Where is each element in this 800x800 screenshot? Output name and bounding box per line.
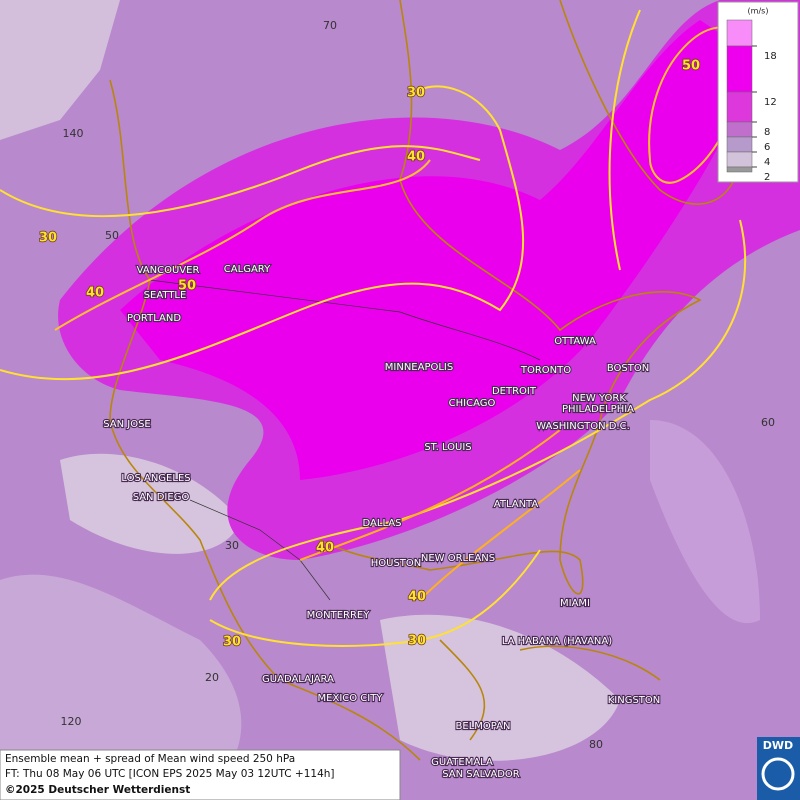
city-label: ST. LOUIS <box>424 442 471 453</box>
coastline <box>109 0 741 761</box>
contour-label: 30 <box>407 86 425 101</box>
light-area <box>0 574 242 800</box>
city-label: PORTLAND <box>127 313 181 324</box>
city-label: MIAMI <box>560 598 590 609</box>
grid-label: 60 <box>761 416 775 429</box>
city-label: LOS ANGELES <box>121 473 190 484</box>
city-label: CHICAGO <box>449 398 496 409</box>
grid-label: 50 <box>105 229 119 242</box>
legend-unit: (m/s) <box>748 7 769 16</box>
city-label: BELMOPAN <box>456 721 511 732</box>
border <box>149 279 541 601</box>
contour-label: 50 <box>682 59 700 74</box>
city-label: WASHINGTON D.C. <box>536 421 630 432</box>
contours <box>0 9 747 647</box>
grid-label: 140 <box>63 127 84 140</box>
city-label: MONTERREY <box>307 610 371 621</box>
city-label: NEW YORK <box>572 393 626 404</box>
footer-line: ©2025 Deutscher Wetterdienst <box>5 784 190 796</box>
city-label: VANCOUVER <box>137 265 200 276</box>
city-label: TORONTO <box>520 365 571 376</box>
contour-label: 50 <box>178 279 196 294</box>
city-label: MEXICO CITY <box>318 693 384 704</box>
logo-icon <box>761 757 795 791</box>
city-label: SAN DIEGO <box>133 492 190 503</box>
city-label: DETROIT <box>492 386 537 397</box>
legend-tick-label: 8 <box>764 127 770 138</box>
city-label: SAN SALVADOR <box>442 769 519 780</box>
footer-box <box>0 749 401 800</box>
logo: DWD <box>763 739 793 752</box>
city-label: SEATTLE <box>144 290 187 301</box>
city-label: SAN JOSE <box>103 419 151 430</box>
contour-label: 30 <box>408 634 426 649</box>
city-label: NEW ORLEANS <box>421 553 495 564</box>
city-label: HOUSTON <box>371 558 422 569</box>
legend-tick-label: 12 <box>764 97 777 108</box>
grid-label: 70 <box>323 19 337 32</box>
light-area <box>60 453 240 554</box>
city-label: LA HABANA (HAVANA) <box>502 636 612 647</box>
footer-line: FT: Thu 08 May 06 UTC [ICON EPS 2025 May… <box>5 768 335 780</box>
legend-bar <box>726 19 753 173</box>
legend-tick-label: 2 <box>764 172 770 183</box>
light-area <box>0 0 120 140</box>
grid-label: 20 <box>205 671 219 684</box>
city-label: PHILADELPHIA <box>562 404 634 415</box>
contour-label: 40 <box>408 590 426 605</box>
light-area <box>650 420 760 624</box>
contour-label: 30 <box>223 635 241 650</box>
grid-label: 30 <box>225 539 239 552</box>
contour-label: 40 <box>316 541 334 556</box>
contour-label: 30 <box>39 231 57 246</box>
jet-core <box>120 20 760 480</box>
light-area <box>380 614 620 761</box>
legend-tick-label: 18 <box>764 51 777 62</box>
city-label: KINGSTON <box>608 695 661 706</box>
city-label: GUATEMALA <box>431 757 493 768</box>
city-label: GUADALAJARA <box>262 674 334 685</box>
contour-label: 40 <box>86 286 104 301</box>
city-label: OTTAWA <box>554 336 596 347</box>
legend-tick-label: 4 <box>764 157 770 168</box>
footer-line: Ensemble mean + spread of Mean wind spee… <box>5 753 295 765</box>
legend-tick-label: 6 <box>764 142 770 153</box>
city-label: DALLAS <box>363 518 402 529</box>
grid-label: 120 <box>61 715 82 728</box>
grid-label: 80 <box>589 738 603 751</box>
city-label: ATLANTA <box>494 499 539 510</box>
city-label: CALGARY <box>224 264 271 275</box>
city-label: MINNEAPOLIS <box>385 362 453 373</box>
city-label: BOSTON <box>607 363 649 374</box>
contour-label: 40 <box>407 150 425 165</box>
